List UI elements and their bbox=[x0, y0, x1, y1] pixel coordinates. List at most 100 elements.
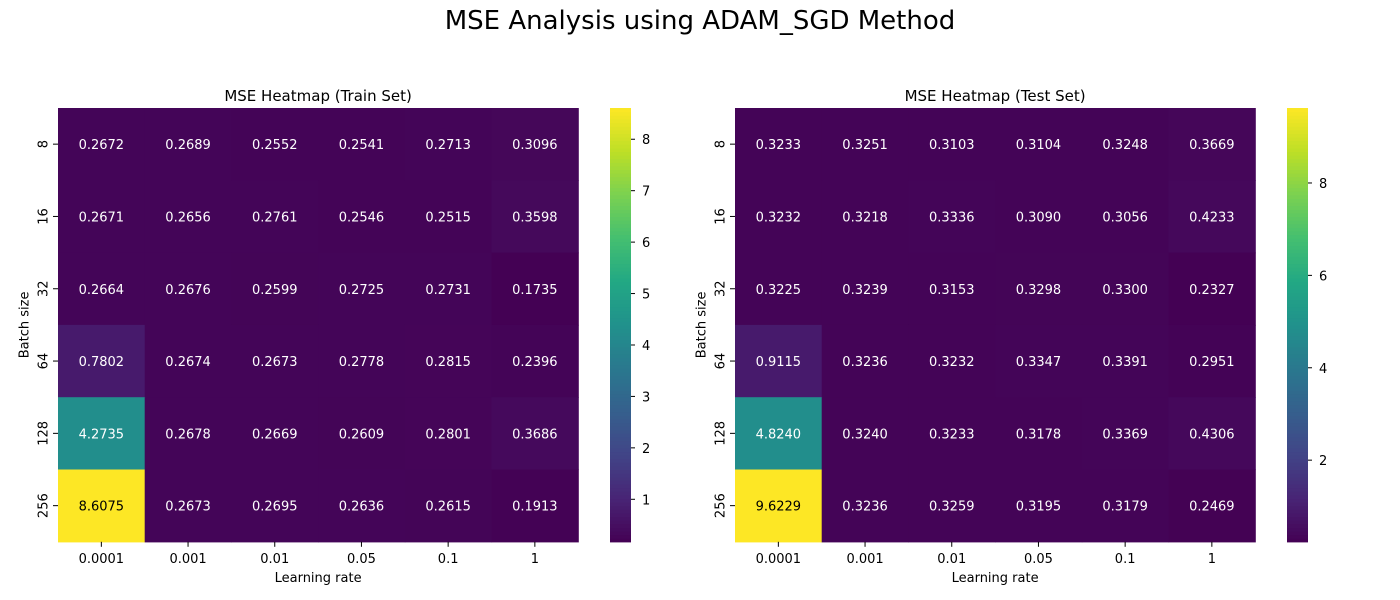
colorbar-segment bbox=[1287, 252, 1308, 257]
colorbar-segment bbox=[1287, 158, 1308, 163]
heatmap-cell bbox=[1168, 324, 1256, 398]
cell-value-label: 0.3239 bbox=[842, 283, 888, 298]
colorbar-segment bbox=[610, 422, 631, 427]
x-tick-label: 1 bbox=[1208, 552, 1216, 567]
colorbar-segment bbox=[610, 147, 631, 152]
colorbar-segment bbox=[610, 173, 631, 178]
colorbar-segment bbox=[1287, 371, 1308, 377]
colorbar-segment bbox=[610, 509, 631, 514]
colorbar-segment bbox=[1287, 361, 1308, 366]
colorbar-segment bbox=[1287, 191, 1308, 196]
cell-value-label: 0.3598 bbox=[512, 210, 558, 225]
colorbar-segment bbox=[1287, 321, 1308, 326]
cell-value-label: 0.2552 bbox=[252, 138, 298, 153]
y-tick-label: 16 bbox=[37, 208, 52, 225]
cell-value-label: 0.2396 bbox=[512, 355, 558, 370]
colorbar-segment bbox=[1287, 238, 1308, 243]
y-axis-label: Batch size bbox=[18, 292, 33, 359]
heatmap-cell bbox=[318, 252, 406, 326]
cell-value-label: 0.2515 bbox=[425, 210, 471, 225]
cell-value-label: 0.3178 bbox=[1016, 427, 1062, 442]
colorbar-segment bbox=[1287, 411, 1308, 416]
heatmap-cell bbox=[995, 180, 1083, 254]
heatmap-cell bbox=[404, 252, 493, 326]
colorbar-segment bbox=[610, 263, 631, 268]
colorbar-segment bbox=[1287, 447, 1308, 453]
colorbar-segment bbox=[1287, 270, 1308, 275]
cell-value-label: 0.2725 bbox=[339, 283, 385, 298]
cell-value-label: 0.3259 bbox=[929, 500, 975, 515]
colorbar-segment bbox=[1287, 451, 1308, 456]
colorbar-segment bbox=[610, 332, 631, 337]
colorbar-segment bbox=[610, 183, 631, 189]
heatmap-cell bbox=[1168, 180, 1256, 254]
y-tick-label: 8 bbox=[37, 140, 52, 148]
colorbar-segment bbox=[610, 252, 631, 257]
x-tick-label: 0.0001 bbox=[756, 552, 802, 567]
heatmap-cell bbox=[908, 180, 996, 254]
cell-value-label: 0.2673 bbox=[252, 355, 298, 370]
y-tick-label: 32 bbox=[37, 280, 52, 297]
colorbar-segment bbox=[610, 191, 631, 196]
colorbar-segment bbox=[1287, 133, 1308, 138]
colorbar-segment bbox=[1287, 512, 1308, 518]
colorbar-segment bbox=[610, 267, 631, 272]
colorbar-segment bbox=[1287, 469, 1308, 474]
colorbar-segment bbox=[610, 469, 631, 474]
colorbar-segment bbox=[1287, 357, 1308, 362]
x-tick-label: 1 bbox=[531, 552, 539, 567]
x-tick-label: 0.001 bbox=[846, 552, 883, 567]
heatmap-cell bbox=[58, 108, 146, 181]
colorbar-segment bbox=[610, 415, 631, 420]
cell-value-label: 0.3179 bbox=[1102, 500, 1148, 515]
heatmap-cell bbox=[231, 397, 319, 471]
colorbar-segment bbox=[1287, 436, 1308, 442]
heatmap-cell bbox=[735, 469, 823, 543]
colorbar-tick-label: 3 bbox=[642, 390, 650, 405]
heatmap-cell bbox=[318, 108, 406, 181]
cell-value-label: 0.2713 bbox=[425, 138, 471, 153]
heatmap-cell bbox=[1081, 469, 1170, 543]
cell-value-label: 0.2815 bbox=[425, 355, 471, 370]
heatmap-cell bbox=[144, 324, 232, 398]
heatmap-cell bbox=[231, 469, 319, 543]
colorbar-segment bbox=[1287, 386, 1308, 391]
heatmap-cell bbox=[995, 108, 1083, 181]
heatmap-cell bbox=[58, 469, 146, 543]
colorbar-segment bbox=[610, 397, 631, 402]
x-tick-label: 0.0001 bbox=[79, 552, 125, 567]
heatmap-cell bbox=[318, 469, 406, 543]
colorbar-segment bbox=[610, 285, 631, 290]
colorbar-segment bbox=[1287, 303, 1308, 308]
colorbar-segment bbox=[610, 241, 631, 246]
colorbar-segment bbox=[1287, 379, 1308, 384]
colorbar-segment bbox=[1287, 176, 1308, 181]
colorbar-segment bbox=[610, 324, 631, 330]
colorbar-segment bbox=[1287, 339, 1308, 344]
colorbar-segment bbox=[610, 154, 631, 160]
cell-value-label: 0.4233 bbox=[1189, 210, 1235, 225]
colorbar-segment bbox=[1287, 248, 1308, 254]
colorbar-segment bbox=[610, 136, 631, 142]
colorbar-segment bbox=[1287, 180, 1308, 185]
colorbar-tick-label: 7 bbox=[642, 185, 650, 200]
colorbar-segment bbox=[1287, 433, 1308, 438]
colorbar-segment bbox=[1287, 292, 1308, 297]
heatmap-cell bbox=[58, 180, 146, 254]
colorbar-segment bbox=[1287, 465, 1308, 471]
heatmap-cell bbox=[491, 252, 579, 326]
colorbar-segment bbox=[1287, 267, 1308, 272]
colorbar-segment bbox=[1287, 534, 1308, 539]
heatmap-cell bbox=[821, 108, 909, 181]
heatmap-cell bbox=[58, 324, 146, 398]
colorbar-segment bbox=[1287, 198, 1308, 203]
x-tick-label: 0.01 bbox=[260, 552, 289, 567]
colorbar-segment bbox=[1287, 165, 1308, 171]
y-tick-label: 256 bbox=[714, 493, 729, 518]
cell-value-label: 4.8240 bbox=[756, 427, 802, 442]
colorbar-segment bbox=[1287, 328, 1308, 333]
colorbar-segment bbox=[610, 140, 631, 145]
colorbar-segment bbox=[1287, 154, 1308, 160]
cell-value-label: 0.2674 bbox=[165, 355, 211, 370]
